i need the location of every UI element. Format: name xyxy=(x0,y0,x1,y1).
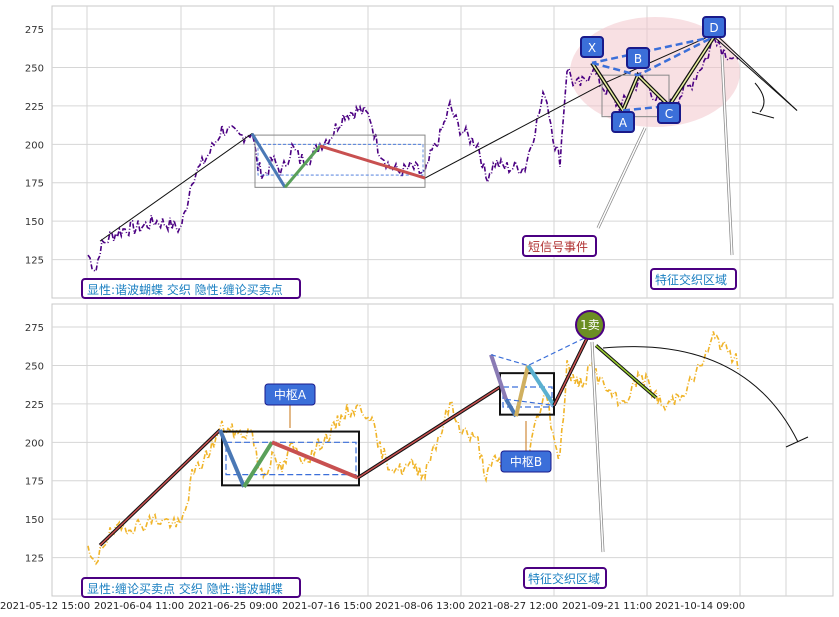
bot-ytick-200: 200 xyxy=(25,438,44,449)
bottom-projection-tick xyxy=(785,436,809,448)
top-legend-text: 显性:谐波蝴蝶 交织 隐性:缠论买卖点 xyxy=(87,282,283,297)
top-projection-arc xyxy=(754,82,765,113)
bottom-stroke-pb-4 xyxy=(526,364,556,407)
top-ytick-150: 150 xyxy=(25,217,44,228)
sell-point-label: 1卖 xyxy=(580,318,600,332)
bottom-stroke-down-2 xyxy=(271,440,359,480)
bottom-up-stroke-1 xyxy=(99,429,221,546)
short-signal-box xyxy=(522,235,597,257)
bottom-sell-projection xyxy=(595,344,657,399)
bot-ytick-175: 175 xyxy=(25,477,44,488)
sell-point-marker xyxy=(575,310,605,340)
pivot-b-inner xyxy=(502,386,553,408)
pivot-b-label: 中枢B xyxy=(510,454,542,469)
pivot-a-inner xyxy=(225,441,357,476)
top-feature-zone-arrow-inner xyxy=(721,54,733,256)
bottom-feature-zone-label: 特征交织区域 xyxy=(528,571,600,586)
top-stroke-down-2 xyxy=(319,144,426,180)
short-signal-label: 短信号事件 xyxy=(528,240,588,254)
top-stroke-down-1 xyxy=(250,132,287,189)
top-ytick-200: 200 xyxy=(25,140,44,151)
bot-ytick-275: 275 xyxy=(25,323,44,334)
top-ytick-175: 175 xyxy=(25,179,44,190)
bot-ytick-225: 225 xyxy=(25,400,44,411)
top-pivot-inner xyxy=(257,143,424,176)
top-series xyxy=(87,17,798,273)
svg-text:C: C xyxy=(665,107,673,121)
top-pivot-box xyxy=(254,134,426,188)
bottom-annotations: 显性:缠论买卖点 交织 隐性:谐波蝴蝶 中枢A 中枢B 特征交织区域 1卖 xyxy=(81,310,607,598)
x-tick-label-4: 2021-08-06 13:00 xyxy=(375,601,465,612)
top-feature-zone-box xyxy=(650,268,737,290)
bottom-legend-text: 显性:缠论买卖点 交织 隐性:谐波蝴蝶 xyxy=(87,581,283,596)
top-panel: 125 150 175 200 225 250 275 xyxy=(25,5,834,299)
bottom-stroke-pb-1 xyxy=(489,354,508,400)
harmonic-markers: X A B C D xyxy=(580,16,726,133)
x-tick-label-1: 2021-06-04 11:00 xyxy=(94,601,184,612)
x-axis-ticks: 2021-05-12 15:00 2021-06-04 11:00 2021-06-… xyxy=(0,601,745,612)
bottom-plot-area xyxy=(51,303,834,597)
harmonic-point-b: B xyxy=(626,47,650,69)
bottom-series xyxy=(87,331,809,566)
top-ytick-125: 125 xyxy=(25,256,44,267)
top-feature-zone-label: 特征交织区域 xyxy=(655,272,727,287)
top-annotations: 显性:谐波蝴蝶 交织 隐性:缠论买卖点 短信号事件 特征交织区域 xyxy=(81,235,737,299)
short-signal-arrow-inner xyxy=(597,127,646,229)
x-tick-label-0: 2021-05-12 15:00 xyxy=(0,601,90,612)
bot-ytick-250: 250 xyxy=(25,361,44,372)
harmonic-point-x: X xyxy=(580,36,604,58)
bottom-up-stroke-2 xyxy=(357,386,501,479)
x-tick-label-6: 2021-09-21 11:00 xyxy=(562,601,652,612)
top-projection-tick xyxy=(751,111,775,119)
x-tick-label-7: 2021-10-14 09:00 xyxy=(655,601,745,612)
top-ytick-250: 250 xyxy=(25,63,44,74)
bottom-stroke-up-1 xyxy=(242,441,274,488)
x-tick-label-3: 2021-07-16 15:00 xyxy=(282,601,372,612)
bottom-harmonic-dashed-2 xyxy=(505,398,555,406)
harmonic-point-a: A xyxy=(611,111,635,133)
svg-text:D: D xyxy=(709,21,718,35)
bot-ytick-125: 125 xyxy=(25,554,44,565)
top-stroke-up-1 xyxy=(283,144,322,189)
bottom-projection-arc xyxy=(602,346,799,443)
bottom-harmonic-dashed-1 xyxy=(490,335,589,367)
harmonic-point-c: C xyxy=(657,102,681,124)
top-legend-box xyxy=(81,278,301,299)
bottom-stroke-down-1 xyxy=(218,429,246,488)
pivot-b-box xyxy=(500,450,552,473)
top-projection-line xyxy=(713,36,798,111)
bottom-up-stroke-3 xyxy=(553,335,589,406)
bottom-grid xyxy=(52,304,833,596)
bottom-y-ticks: 125 150 175 200 225 250 275 xyxy=(25,323,44,565)
bottom-feature-zone-box xyxy=(523,567,607,589)
pivot-a-box xyxy=(264,383,316,406)
bottom-price-line xyxy=(87,331,739,566)
top-y-ticks: 125 150 175 200 225 250 275 xyxy=(25,25,44,267)
top-ytick-275: 275 xyxy=(25,25,44,36)
bottom-stroke-pb-3 xyxy=(514,365,530,417)
bottom-stroke-pb-2 xyxy=(504,398,518,418)
harmonic-point-d: D xyxy=(702,16,726,38)
svg-text:A: A xyxy=(619,116,628,130)
bottom-feature-arrow-inner xyxy=(591,341,604,553)
top-ytick-225: 225 xyxy=(25,102,44,113)
x-tick-label-2: 2021-06-25 09:00 xyxy=(188,601,278,612)
harmonic-xbd-dashed xyxy=(591,35,715,77)
pivot-a-rect xyxy=(221,430,360,487)
bottom-legend-box xyxy=(81,577,301,598)
svg-text:X: X xyxy=(588,41,596,55)
svg-text:B: B xyxy=(634,52,642,66)
x-tick-label-5: 2021-08-27 12:00 xyxy=(468,601,558,612)
bot-ytick-150: 150 xyxy=(25,515,44,526)
bottom-panel: 125 150 175 200 225 250 275 xyxy=(25,303,834,597)
pivot-a-label: 中枢A xyxy=(274,387,307,402)
